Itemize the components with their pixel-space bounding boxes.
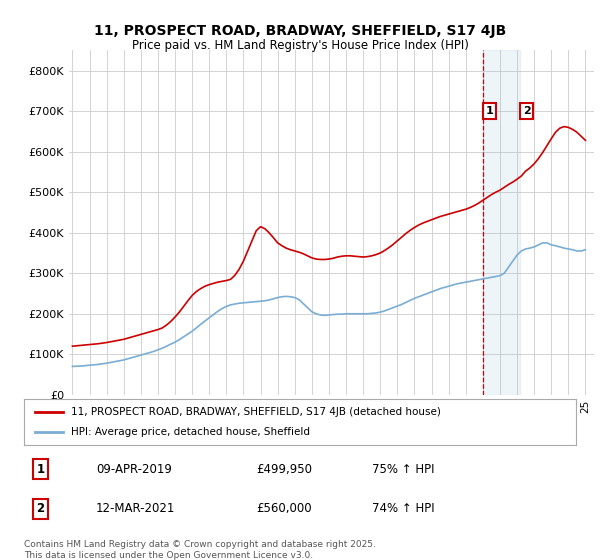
Text: 1: 1 — [485, 106, 493, 116]
Text: £499,950: £499,950 — [256, 463, 312, 475]
Text: HPI: Average price, detached house, Sheffield: HPI: Average price, detached house, Shef… — [71, 427, 310, 437]
Text: 74% ↑ HPI: 74% ↑ HPI — [372, 502, 434, 515]
Text: 2: 2 — [523, 106, 530, 116]
Text: 1: 1 — [37, 463, 44, 475]
Text: £560,000: £560,000 — [256, 502, 311, 515]
Text: 12-MAR-2021: 12-MAR-2021 — [96, 502, 175, 515]
Bar — [483, 50, 520, 395]
Text: 11, PROSPECT ROAD, BRADWAY, SHEFFIELD, S17 4JB (detached house): 11, PROSPECT ROAD, BRADWAY, SHEFFIELD, S… — [71, 407, 441, 417]
Text: 09-APR-2019: 09-APR-2019 — [96, 463, 172, 475]
Text: 11, PROSPECT ROAD, BRADWAY, SHEFFIELD, S17 4JB: 11, PROSPECT ROAD, BRADWAY, SHEFFIELD, S… — [94, 24, 506, 38]
Text: Price paid vs. HM Land Registry's House Price Index (HPI): Price paid vs. HM Land Registry's House … — [131, 39, 469, 52]
Text: 75% ↑ HPI: 75% ↑ HPI — [372, 463, 434, 475]
Text: 2: 2 — [37, 502, 44, 515]
Text: Contains HM Land Registry data © Crown copyright and database right 2025.
This d: Contains HM Land Registry data © Crown c… — [24, 540, 376, 560]
